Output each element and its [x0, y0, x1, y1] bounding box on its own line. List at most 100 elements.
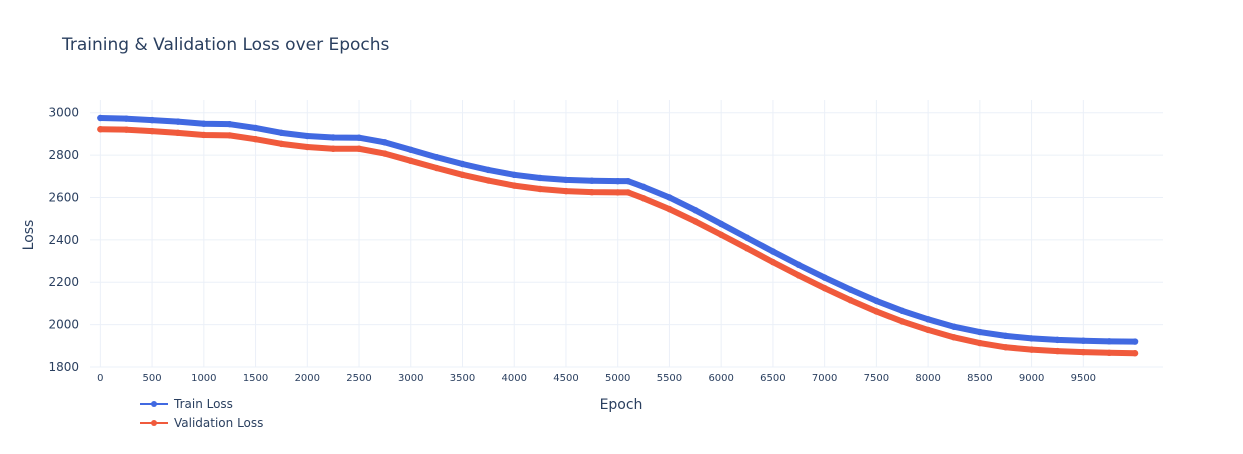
data-point[interactable]	[536, 174, 544, 182]
data-point[interactable]	[381, 139, 389, 146]
data-point[interactable]	[226, 120, 233, 128]
data-point[interactable]	[717, 220, 725, 228]
data-point[interactable]	[123, 115, 130, 122]
series-validation-loss[interactable]	[97, 126, 1139, 357]
data-point[interactable]	[511, 182, 518, 189]
data-point[interactable]	[769, 258, 777, 266]
legend[interactable]: Train Loss Validation Loss	[140, 397, 263, 430]
data-point[interactable]	[1002, 344, 1009, 351]
data-point[interactable]	[847, 286, 854, 293]
data-point[interactable]	[355, 145, 363, 152]
data-point[interactable]	[976, 328, 984, 336]
data-point[interactable]	[562, 187, 570, 195]
data-point[interactable]	[226, 132, 233, 139]
data-point[interactable]	[666, 194, 673, 201]
data-point[interactable]	[821, 284, 828, 292]
data-point[interactable]	[743, 245, 751, 252]
data-point[interactable]	[407, 146, 414, 153]
data-point[interactable]	[174, 129, 182, 137]
legend-marker	[151, 420, 157, 426]
data-point[interactable]	[148, 127, 156, 135]
x-tick-label: 9000	[1019, 373, 1044, 384]
data-point[interactable]	[485, 166, 492, 174]
data-point[interactable]	[407, 157, 414, 165]
data-point[interactable]	[847, 297, 854, 304]
series-line	[97, 126, 1139, 357]
data-point[interactable]	[459, 171, 466, 179]
data-point[interactable]	[614, 189, 621, 196]
data-point[interactable]	[1080, 348, 1087, 356]
data-point[interactable]	[1028, 335, 1035, 342]
data-point[interactable]	[148, 116, 156, 124]
legend-item[interactable]: Train Loss	[140, 397, 233, 411]
chart-title: Training & Validation Loss over Epochs	[61, 35, 390, 55]
data-point[interactable]	[511, 171, 518, 179]
data-point[interactable]	[743, 234, 751, 241]
data-point[interactable]	[459, 160, 466, 168]
data-point[interactable]	[355, 134, 363, 141]
data-point[interactable]	[795, 272, 802, 279]
data-point[interactable]	[1131, 350, 1139, 357]
legend-label: Validation Loss	[174, 416, 263, 430]
data-point[interactable]	[304, 132, 311, 140]
data-point[interactable]	[924, 326, 932, 334]
data-point[interactable]	[950, 334, 958, 341]
data-point[interactable]	[795, 261, 802, 269]
data-point[interactable]	[976, 339, 984, 347]
data-point[interactable]	[1080, 337, 1087, 344]
data-point[interactable]	[97, 126, 104, 133]
data-point[interactable]	[278, 129, 285, 137]
grid-lines	[90, 100, 1163, 368]
data-point[interactable]	[666, 205, 673, 213]
data-point[interactable]	[640, 195, 647, 202]
data-point[interactable]	[433, 164, 440, 172]
data-point[interactable]	[899, 307, 906, 315]
data-point[interactable]	[950, 323, 958, 330]
data-point[interactable]	[381, 150, 389, 157]
data-point[interactable]	[433, 154, 440, 161]
data-point[interactable]	[252, 124, 259, 132]
data-point[interactable]	[692, 218, 699, 225]
data-point[interactable]	[873, 308, 880, 315]
data-point[interactable]	[1131, 338, 1139, 345]
data-point[interactable]	[200, 120, 208, 127]
data-point[interactable]	[614, 177, 621, 185]
data-point[interactable]	[562, 176, 570, 184]
data-point[interactable]	[123, 126, 130, 133]
data-point[interactable]	[640, 183, 647, 191]
data-point[interactable]	[1054, 347, 1061, 355]
data-point[interactable]	[97, 114, 104, 122]
data-point[interactable]	[924, 316, 932, 323]
data-point[interactable]	[624, 177, 632, 185]
series-train-loss[interactable]	[97, 114, 1139, 345]
legend-item[interactable]: Validation Loss	[140, 416, 263, 430]
data-point[interactable]	[252, 136, 259, 143]
y-tick-label: 3000	[48, 106, 79, 120]
data-point[interactable]	[278, 140, 285, 148]
x-tick-label: 3500	[450, 373, 475, 384]
data-point[interactable]	[899, 318, 906, 325]
data-point[interactable]	[536, 185, 544, 193]
data-point[interactable]	[304, 143, 311, 151]
data-point[interactable]	[1002, 332, 1009, 340]
data-point[interactable]	[588, 188, 596, 196]
data-point[interactable]	[200, 131, 208, 139]
data-point[interactable]	[692, 206, 699, 214]
data-point[interactable]	[624, 189, 632, 196]
x-tick-label: 4500	[553, 373, 578, 384]
data-point[interactable]	[1054, 336, 1061, 344]
data-point[interactable]	[174, 118, 182, 125]
data-point[interactable]	[1105, 349, 1113, 357]
data-point[interactable]	[717, 231, 725, 238]
data-point[interactable]	[873, 297, 880, 305]
data-point[interactable]	[588, 177, 596, 184]
data-point[interactable]	[1028, 346, 1035, 353]
data-point[interactable]	[329, 134, 337, 141]
data-point[interactable]	[329, 145, 337, 152]
data-point[interactable]	[485, 177, 492, 184]
data-point[interactable]	[769, 248, 777, 255]
data-point[interactable]	[821, 274, 828, 281]
data-point[interactable]	[1105, 338, 1113, 345]
